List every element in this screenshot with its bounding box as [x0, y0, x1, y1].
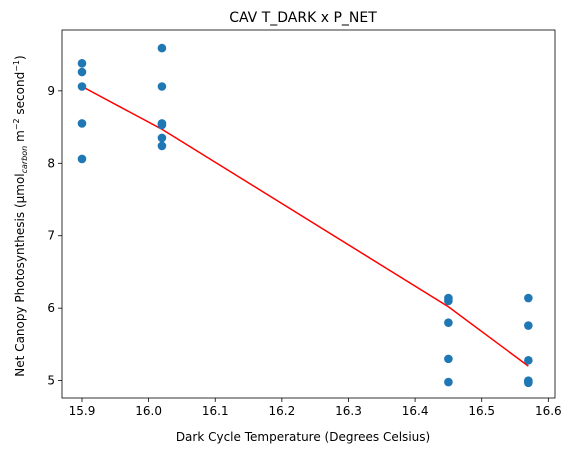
data-point: [444, 377, 453, 387]
data-point: [524, 321, 533, 330]
x-axis-title: Dark Cycle Temperature (Degrees Celsius): [176, 430, 430, 444]
y-tick-label: 6: [47, 301, 55, 315]
x-tick-label: 16.6: [535, 404, 562, 418]
data-point: [524, 293, 533, 303]
plot-frame: [61, 29, 556, 399]
y-tick-label: 8: [47, 156, 55, 170]
y-tick-label: 5: [47, 374, 55, 388]
y-axis-title: Net Canopy Photosynthesis (µmolcarbon m−…: [12, 55, 29, 376]
data-point: [524, 356, 533, 365]
x-tick-label: 16.3: [335, 404, 362, 418]
fit-layer: [81, 85, 529, 367]
data-point: [157, 133, 167, 143]
data-point: [444, 318, 453, 327]
data-point: [77, 154, 87, 164]
x-tick-label: 16.4: [402, 404, 429, 418]
data-point: [157, 43, 167, 53]
y-tick-label: 7: [47, 229, 55, 243]
data-point: [157, 120, 167, 130]
x-tick-label: 15.9: [69, 404, 96, 418]
fit-line: [81, 85, 529, 367]
data-point: [77, 67, 87, 77]
chart-title: CAV T_DARK x P_NET: [229, 10, 377, 26]
x-axis: 15.9 16.0 16.1 16.2 16.3 16.4 16.5 16.6: [69, 398, 562, 418]
data-point: [524, 377, 533, 386]
data-point: [157, 141, 167, 151]
x-tick-label: 16.0: [135, 404, 162, 418]
x-tick-label: 16.5: [468, 404, 495, 418]
y-axis: 5 6 7 8 9: [47, 84, 62, 388]
data-point: [77, 82, 87, 91]
data-point: [444, 354, 453, 364]
y-tick-label: 9: [47, 84, 55, 98]
data-point: [444, 296, 453, 306]
plot-area: [61, 29, 556, 399]
data-point: [157, 82, 167, 91]
data-point: [77, 59, 87, 68]
points-layer: [77, 43, 533, 388]
data-point: [77, 119, 87, 128]
x-tick-label: 16.2: [268, 404, 295, 418]
x-tick-label: 16.1: [202, 404, 229, 418]
